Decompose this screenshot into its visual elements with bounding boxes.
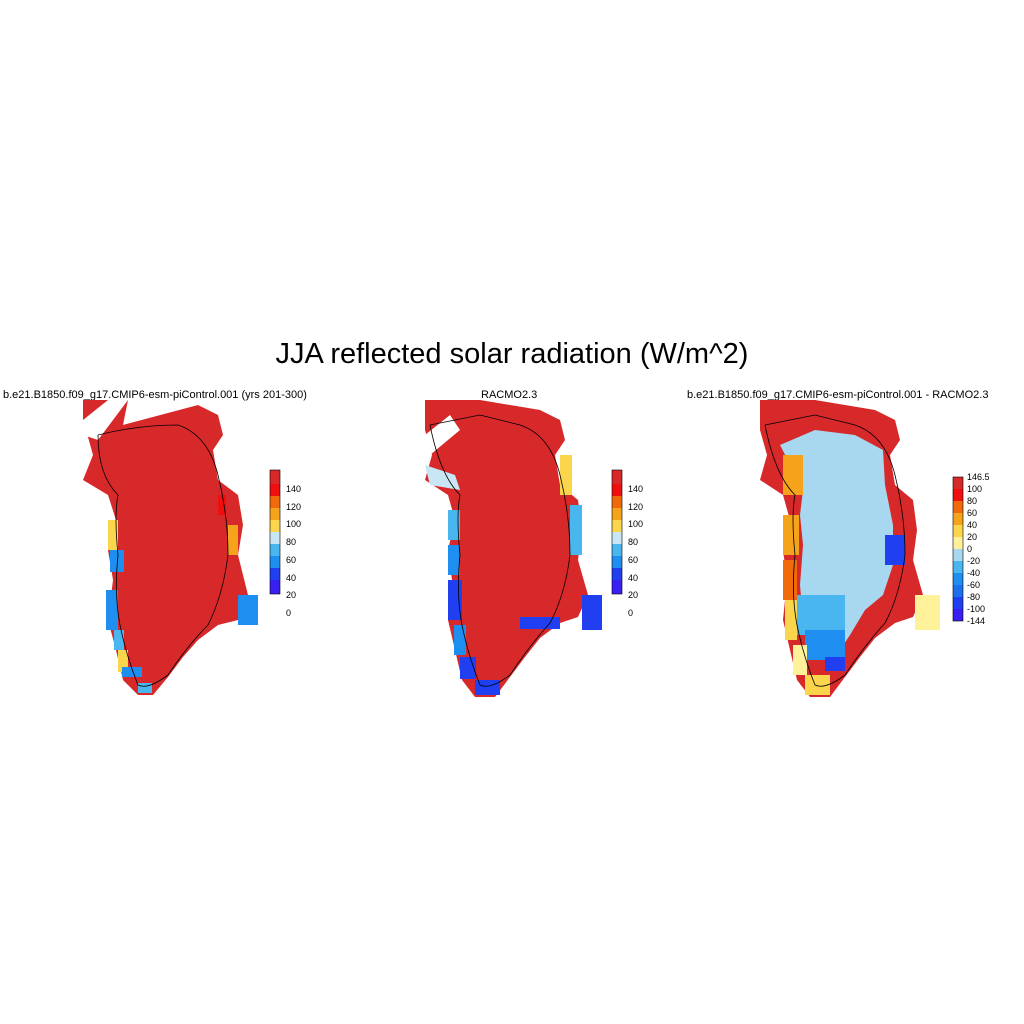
cb3-label-40: 40 xyxy=(967,520,977,530)
cb2-label-40: 40 xyxy=(628,573,638,583)
cb1-label-0: 0 xyxy=(286,608,291,618)
cb3-label-20: 20 xyxy=(967,532,977,542)
cb1-label-100: 100 xyxy=(286,519,301,529)
cb3-label-m80: -80 xyxy=(967,592,980,602)
cb2-label-0: 0 xyxy=(628,608,633,618)
cb1-label-120: 120 xyxy=(286,502,301,512)
greenland-outline-2 xyxy=(425,400,602,697)
cb3-label-146: 146.5 xyxy=(967,472,990,482)
greenland-outline-3 xyxy=(760,400,940,697)
cb3-label-60: 60 xyxy=(967,508,977,518)
cb1-label-60: 60 xyxy=(286,555,296,565)
cb3-label-m40: -40 xyxy=(967,568,980,578)
colorbar-2: 140 120 100 80 60 40 20 0 xyxy=(611,469,643,618)
cb3-label-80: 80 xyxy=(967,496,977,506)
cb3-label-100: 100 xyxy=(967,484,982,494)
cb2-label-20: 20 xyxy=(628,590,638,600)
panel-3-title: b.e21.B1850.f09_g17.CMIP6-esm-piControl.… xyxy=(687,389,989,401)
cb1-label-80: 80 xyxy=(286,537,296,547)
cb1-label-140: 140 xyxy=(286,484,301,494)
panel-2-title: RACMO2.3 xyxy=(481,389,538,401)
cb1-label-40: 40 xyxy=(286,573,296,583)
cb2-label-140: 140 xyxy=(628,484,643,494)
colorbar-1: 140 120 100 80 60 40 20 0 xyxy=(269,469,301,618)
cb3-label-m20: -20 xyxy=(967,556,980,566)
panel-1-title: b.e21.B1850.f09_g17.CMIP6-esm-piControl.… xyxy=(3,389,307,401)
cb3-label-m144: -144 xyxy=(967,616,985,626)
cb2-label-100: 100 xyxy=(628,519,643,529)
panel-2-map: 140 120 100 80 60 40 20 0 xyxy=(425,400,643,697)
panel-3-map: 146.5 100 80 60 40 20 0 -20 -40 -60 -80 … xyxy=(760,400,990,697)
cb2-label-60: 60 xyxy=(628,555,638,565)
panel-1-map: 140 120 100 80 60 40 20 0 xyxy=(83,400,301,695)
figure-title: JJA reflected solar radiation (W/m^2) xyxy=(275,338,749,370)
cb2-label-120: 120 xyxy=(628,502,643,512)
cb3-label-0: 0 xyxy=(967,544,972,554)
cb3-label-m100: -100 xyxy=(967,604,985,614)
cb2-label-80: 80 xyxy=(628,537,638,547)
colorbar-3: 146.5 100 80 60 40 20 0 -20 -40 -60 -80 … xyxy=(952,472,990,626)
cb1-label-20: 20 xyxy=(286,590,296,600)
cb3-label-m60: -60 xyxy=(967,580,980,590)
greenland-outline-1 xyxy=(83,400,258,695)
